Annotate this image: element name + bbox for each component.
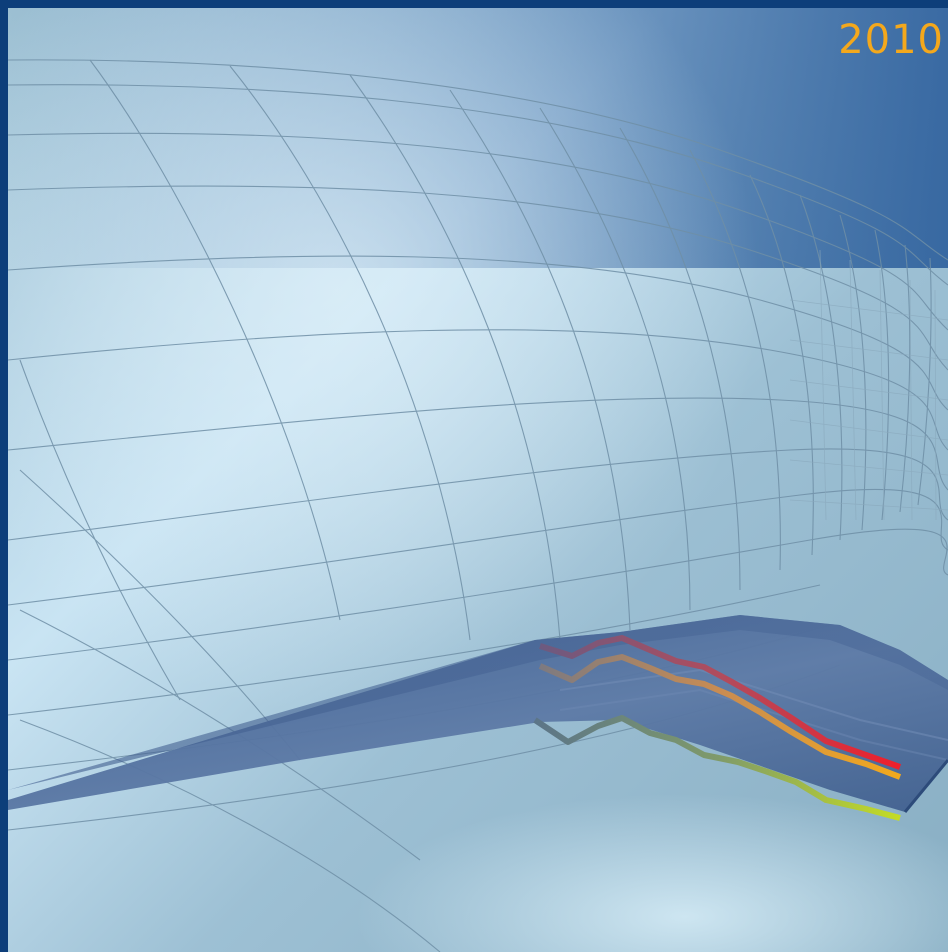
chart-ribbon-icon [8, 615, 948, 821]
orange-line [538, 654, 902, 780]
green-line [533, 715, 901, 821]
year-label: 2010 [838, 17, 944, 63]
grid-mesh-icon [7, 59, 948, 952]
red-line [539, 635, 901, 770]
